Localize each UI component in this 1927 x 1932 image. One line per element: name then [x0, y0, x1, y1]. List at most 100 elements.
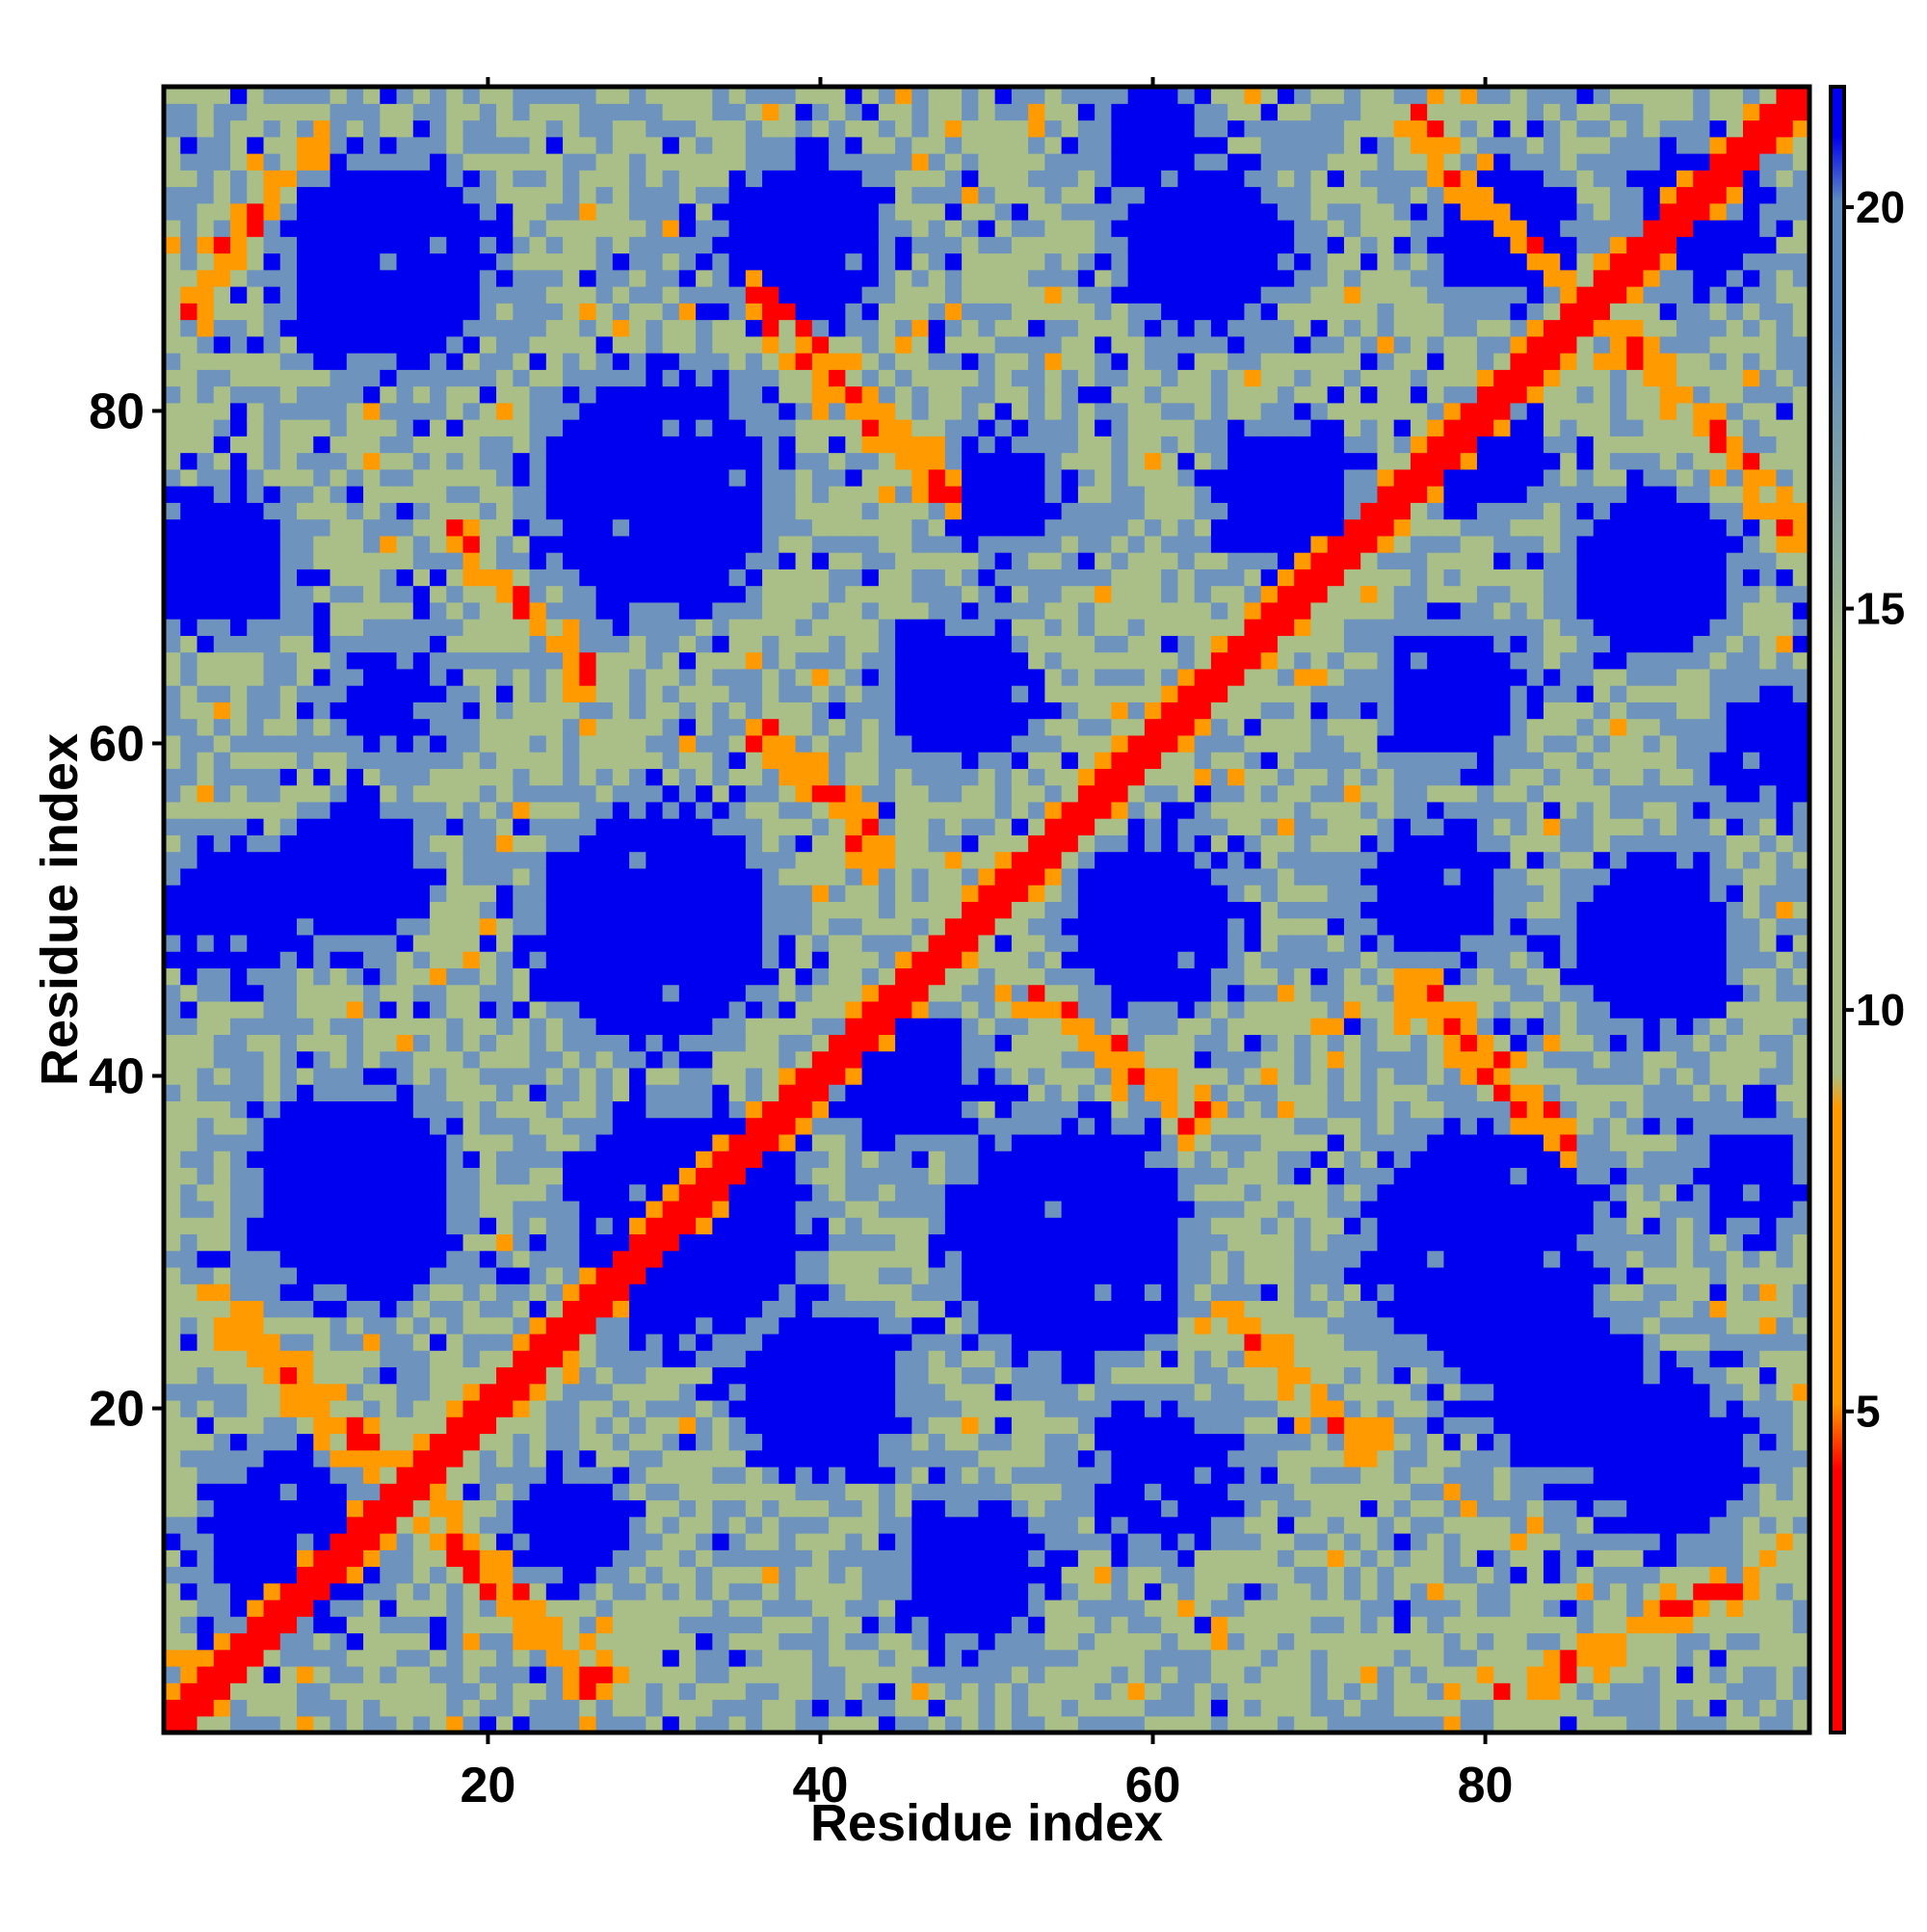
- heatmap-cell: [762, 303, 779, 321]
- heatmap-cell: [380, 1050, 398, 1069]
- heatmap-cell: [479, 1416, 497, 1435]
- heatmap-cell: [762, 1117, 779, 1135]
- heatmap-cell: [430, 1366, 447, 1385]
- heatmap-cell: [230, 651, 248, 670]
- heatmap-cell: [462, 1399, 481, 1417]
- heatmap-cell: [978, 1466, 996, 1484]
- heatmap-cell: [895, 1715, 912, 1734]
- heatmap-cell: [928, 535, 946, 553]
- heatmap-cell: [297, 1616, 314, 1634]
- heatmap-cell: [529, 718, 547, 736]
- heatmap-cell: [563, 1632, 580, 1651]
- heatmap-cell: [462, 1665, 481, 1683]
- heatmap-cell: [213, 1050, 231, 1069]
- heatmap-cell: [563, 1399, 580, 1417]
- heatmap-cell: [164, 718, 181, 736]
- heatmap-cell: [728, 685, 747, 702]
- heatmap-cell: [197, 1050, 215, 1069]
- heatmap-cell: [861, 1000, 880, 1019]
- heatmap-cell: [978, 1217, 996, 1235]
- heatmap-cell: [861, 1682, 880, 1701]
- heatmap-cell: [696, 1050, 713, 1069]
- heatmap-cell: [164, 1599, 181, 1617]
- heatmap-cell: [861, 1316, 880, 1335]
- heatmap-cell: [662, 1250, 680, 1268]
- heatmap-cell: [962, 535, 979, 553]
- heatmap-cell: [829, 934, 846, 952]
- heatmap-cell: [363, 1715, 381, 1734]
- heatmap-cell: [197, 220, 215, 237]
- heatmap-cell: [595, 1018, 614, 1035]
- heatmap-cell: [795, 1084, 813, 1101]
- heatmap-cell: [496, 934, 514, 952]
- heatmap-cell: [479, 1284, 497, 1302]
- heatmap-cell: [612, 1699, 630, 1717]
- heatmap-cell: [297, 170, 314, 188]
- heatmap-cell: [297, 1566, 314, 1584]
- heatmap-cell: [944, 818, 963, 835]
- heatmap-cell: [745, 1715, 763, 1734]
- heatmap-cell: [380, 252, 398, 271]
- heatmap-cell: [462, 419, 481, 437]
- heatmap-cell: [579, 1333, 597, 1351]
- heatmap-cell: [396, 1200, 414, 1218]
- heatmap-cell: [496, 1333, 514, 1351]
- heatmap-cell: [928, 1399, 946, 1417]
- heatmap-cell: [446, 1665, 464, 1683]
- heatmap-cell: [164, 1632, 181, 1651]
- heatmap-cell: [795, 1233, 813, 1252]
- heatmap-cell: [330, 1250, 348, 1268]
- heatmap-cell: [662, 1616, 680, 1634]
- heatmap-cell: [380, 951, 398, 968]
- heatmap-cell: [696, 984, 713, 1002]
- heatmap-cell: [412, 103, 431, 121]
- heatmap-cell: [994, 1549, 1013, 1568]
- heatmap-cell: [646, 103, 664, 121]
- heatmap-cell: [978, 1399, 996, 1417]
- heatmap-cell: [563, 1117, 580, 1135]
- heatmap-cell: [678, 402, 697, 420]
- heatmap-cell: [629, 1566, 647, 1584]
- heatmap-cell: [213, 486, 231, 503]
- heatmap-cell: [845, 1483, 863, 1501]
- heatmap-cell: [430, 768, 447, 786]
- heatmap-cell: [279, 635, 298, 653]
- heatmap-cell: [895, 1284, 912, 1302]
- heatmap-cell: [230, 1050, 248, 1069]
- heatmap-cell: [712, 1217, 730, 1235]
- heatmap-cell: [462, 1250, 481, 1268]
- heatmap-cell: [696, 917, 713, 936]
- heatmap-cell: [430, 885, 447, 902]
- heatmap-cell: [646, 934, 664, 952]
- heatmap-cell: [646, 1266, 664, 1284]
- heatmap-cell: [712, 319, 730, 337]
- heatmap-cell: [712, 1483, 730, 1501]
- heatmap-cell: [462, 353, 481, 370]
- heatmap-cell: [728, 1665, 747, 1683]
- heatmap-cell: [811, 103, 830, 121]
- heatmap-cell: [944, 1316, 963, 1335]
- heatmap-cell: [962, 319, 979, 337]
- heatmap-cell: [247, 784, 265, 803]
- heatmap-cell: [363, 619, 381, 636]
- heatmap-cell: [263, 353, 281, 370]
- heatmap-cell: [911, 1549, 930, 1568]
- heatmap-cell: [795, 1499, 813, 1518]
- heatmap-cell: [346, 1133, 364, 1151]
- heatmap-cell: [861, 1665, 880, 1683]
- heatmap-cell: [164, 601, 181, 620]
- heatmap-cell: [313, 718, 331, 736]
- heatmap-cell: [579, 252, 597, 271]
- heatmap-cell: [496, 585, 514, 603]
- heatmap-cell: [712, 518, 730, 537]
- heatmap-cell: [861, 734, 880, 753]
- heatmap-cell: [396, 402, 414, 420]
- heatmap-cell: [994, 1117, 1013, 1135]
- heatmap-cell: [829, 1250, 846, 1268]
- heatmap-cell: [529, 1200, 547, 1218]
- heatmap-cell: [944, 452, 963, 470]
- heatmap-cell: [895, 436, 912, 454]
- heatmap-cell: [213, 1167, 231, 1185]
- heatmap-cell: [895, 1067, 912, 1085]
- heatmap-cell: [962, 1649, 979, 1667]
